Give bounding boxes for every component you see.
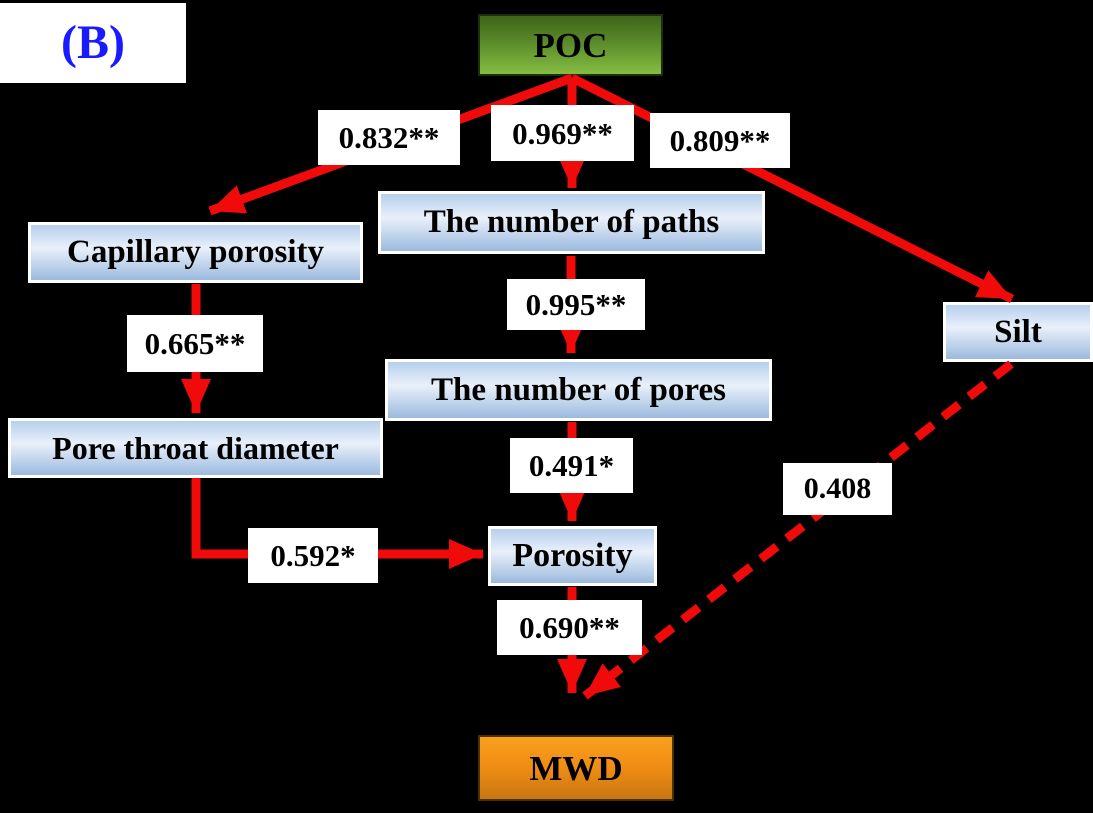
coefficient-porosity-mwd: 0.690** bbox=[497, 600, 642, 655]
coefficient-number-of-paths-number-of-pores: 0.995** bbox=[507, 279, 645, 330]
coefficient-capillary-porosity-pore-throat-diameter: 0.665** bbox=[127, 315, 263, 372]
coefficient-poc-capillary-porosity: 0.832** bbox=[318, 110, 460, 165]
node-mwd: MWD bbox=[478, 735, 674, 801]
node-silt: Silt bbox=[943, 302, 1093, 362]
node-porosity: Porosity bbox=[488, 526, 657, 586]
node-poc: POC bbox=[478, 14, 663, 76]
node-capillary-porosity: Capillary porosity bbox=[28, 222, 363, 283]
coefficient-pore-throat-diameter-porosity: 0.592* bbox=[248, 528, 378, 583]
coefficient-poc-silt: 0.809** bbox=[650, 113, 790, 168]
panel-label: (B) bbox=[0, 3, 186, 83]
arrow-poc-to-silt bbox=[569, 73, 1015, 304]
node-pore-throat-diameter: Pore throat diameter bbox=[8, 418, 383, 478]
coefficient-poc-number-of-paths: 0.969** bbox=[491, 105, 634, 161]
coefficient-number-of-pores-porosity: 0.491* bbox=[510, 438, 633, 493]
coefficient-silt-mwd: 0.408 bbox=[783, 463, 892, 515]
node-number-of-paths: The number of paths bbox=[378, 191, 765, 254]
node-number-of-pores: The number of pores bbox=[385, 359, 772, 421]
